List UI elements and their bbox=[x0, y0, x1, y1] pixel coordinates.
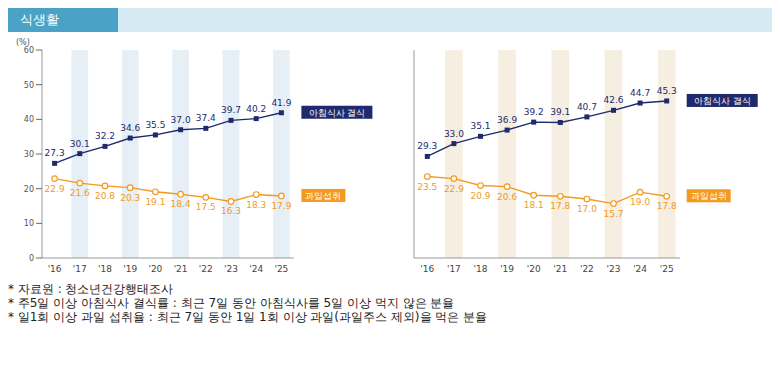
svg-text:37.4: 37.4 bbox=[196, 113, 216, 123]
svg-text:32.2: 32.2 bbox=[95, 131, 115, 141]
svg-text:39.2: 39.2 bbox=[524, 107, 544, 117]
svg-text:40: 40 bbox=[24, 115, 34, 124]
svg-text:'21: '21 bbox=[174, 264, 188, 274]
svg-text:40.7: 40.7 bbox=[577, 102, 597, 112]
svg-text:'18: '18 bbox=[474, 264, 488, 274]
svg-text:17.5: 17.5 bbox=[196, 202, 216, 212]
svg-text:0: 0 bbox=[29, 254, 34, 263]
svg-text:45.3: 45.3 bbox=[657, 86, 677, 96]
svg-text:'25: '25 bbox=[660, 264, 674, 274]
svg-text:15.7: 15.7 bbox=[603, 209, 623, 219]
svg-text:60: 60 bbox=[24, 46, 34, 55]
svg-text:20.6: 20.6 bbox=[497, 192, 517, 202]
svg-text:'16: '16 bbox=[48, 264, 62, 274]
svg-text:20.3: 20.3 bbox=[120, 193, 140, 203]
svg-text:34.6: 34.6 bbox=[120, 123, 140, 133]
svg-text:'17: '17 bbox=[73, 264, 87, 274]
svg-text:17.0: 17.0 bbox=[577, 204, 597, 214]
html-text:* 주5일 이상 아침식사 결식률 : 최근 7일 동안 아: * 주5일 이상 아침식사 결식률 : 최근 7일 동안 아침식사를 5일 이상… bbox=[8, 296, 455, 310]
svg-text:18.3: 18.3 bbox=[246, 200, 266, 210]
svg-text:30: 30 bbox=[24, 150, 34, 159]
svg-text:20: 20 bbox=[24, 185, 34, 194]
svg-text:39.7: 39.7 bbox=[221, 105, 241, 115]
svg-text:22.9: 22.9 bbox=[45, 184, 65, 194]
svg-text:33.0: 33.0 bbox=[444, 129, 464, 139]
svg-text:'16: '16 bbox=[420, 264, 434, 274]
svg-text:과일섭취: 과일섭취 bbox=[691, 191, 727, 201]
svg-text:18.4: 18.4 bbox=[171, 199, 191, 209]
svg-text:'18: '18 bbox=[98, 264, 112, 274]
svg-text:'21: '21 bbox=[553, 264, 567, 274]
html-text:* 자료원 : 청소년건강행태조사: * 자료원 : 청소년건강행태조사 bbox=[8, 282, 174, 296]
svg-text:23.5: 23.5 bbox=[417, 182, 437, 192]
svg-text:35.5: 35.5 bbox=[145, 120, 165, 130]
svg-text:아침식사 결식: 아침식사 결식 bbox=[694, 96, 751, 106]
svg-text:20.9: 20.9 bbox=[470, 191, 490, 201]
svg-text:19.1: 19.1 bbox=[145, 197, 165, 207]
svg-text:30.1: 30.1 bbox=[70, 139, 90, 149]
svg-text:44.7: 44.7 bbox=[630, 88, 650, 98]
svg-text:36.9: 36.9 bbox=[497, 115, 517, 125]
svg-text:41.9: 41.9 bbox=[271, 98, 291, 108]
svg-text:17.8: 17.8 bbox=[657, 201, 677, 211]
svg-text:17.8: 17.8 bbox=[550, 201, 570, 211]
svg-text:37.0: 37.0 bbox=[171, 115, 191, 125]
svg-text:'17: '17 bbox=[447, 264, 461, 274]
svg-text:'24: '24 bbox=[249, 264, 263, 274]
svg-text:16.3: 16.3 bbox=[221, 206, 241, 216]
html-text:* 일1회 이상 과일 섭취율 : 최근 7일 동안 1일: * 일1회 이상 과일 섭취율 : 최근 7일 동안 1일 1회 이상 과일(과… bbox=[8, 310, 488, 324]
svg-text:27.3: 27.3 bbox=[45, 148, 65, 158]
svg-text:'25: '25 bbox=[274, 264, 288, 274]
svg-text:'19: '19 bbox=[123, 264, 137, 274]
svg-text:50: 50 bbox=[24, 81, 34, 90]
svg-text:'23: '23 bbox=[224, 264, 238, 274]
svg-text:42.6: 42.6 bbox=[603, 95, 623, 105]
svg-text:'22: '22 bbox=[199, 264, 213, 274]
svg-text:'20: '20 bbox=[527, 264, 541, 274]
svg-text:'20: '20 bbox=[148, 264, 162, 274]
svg-text:22.9: 22.9 bbox=[444, 184, 464, 194]
svg-text:'24: '24 bbox=[633, 264, 647, 274]
svg-text:아침식사 결식: 아침식사 결식 bbox=[309, 108, 366, 118]
svg-text:17.9: 17.9 bbox=[271, 201, 291, 211]
svg-text:10: 10 bbox=[24, 219, 34, 228]
svg-text:18.1: 18.1 bbox=[524, 200, 544, 210]
svg-text:29.3: 29.3 bbox=[417, 141, 437, 151]
svg-text:20.8: 20.8 bbox=[95, 191, 115, 201]
svg-text:19.0: 19.0 bbox=[630, 197, 650, 207]
svg-text:35.1: 35.1 bbox=[470, 121, 490, 131]
svg-text:39.1: 39.1 bbox=[550, 107, 570, 117]
svg-text:21.6: 21.6 bbox=[70, 188, 90, 198]
svg-text:과일섭취: 과일섭취 bbox=[305, 191, 341, 201]
svg-text:'19: '19 bbox=[500, 264, 514, 274]
html-text:식생활: 식생활 bbox=[20, 12, 59, 27]
svg-text:'23: '23 bbox=[607, 264, 621, 274]
svg-text:40.2: 40.2 bbox=[246, 104, 266, 114]
svg-text:'22: '22 bbox=[580, 264, 594, 274]
